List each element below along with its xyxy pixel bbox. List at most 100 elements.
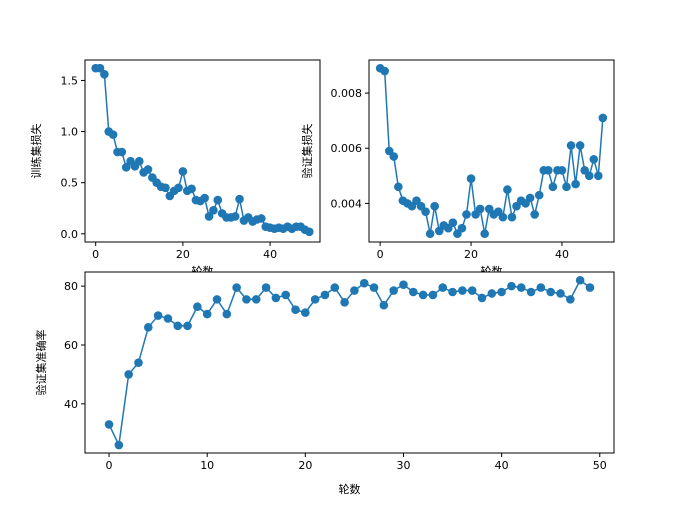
data-point [134, 156, 144, 166]
data-point [487, 289, 497, 298]
x-tick-label: 40 [495, 459, 509, 472]
data-point [117, 147, 127, 157]
data-point [257, 214, 266, 223]
data-point [430, 201, 439, 211]
y-tick-label: 0.5 [61, 177, 79, 190]
data-point [389, 286, 398, 295]
y-axis-label: 训练集损失 [29, 124, 43, 179]
data-point [114, 440, 124, 450]
data-point [183, 321, 192, 331]
data-point [173, 321, 183, 331]
data-point [516, 283, 526, 292]
data-point [178, 167, 188, 176]
axes-frame [84, 59, 321, 243]
data-point [380, 66, 389, 76]
data-point [585, 283, 595, 292]
data-point [589, 154, 599, 164]
y-tick-label: 0.004 [331, 197, 363, 210]
data-point [584, 171, 594, 181]
data-point [477, 293, 487, 303]
y-tick-label: 1.5 [61, 74, 79, 87]
data-point [536, 283, 546, 292]
data-point [193, 302, 202, 312]
data-point [281, 290, 291, 300]
y-tick-label: 0.0 [61, 228, 79, 241]
data-point [503, 185, 512, 194]
data-point [301, 308, 310, 317]
data-point [462, 210, 471, 219]
data-point [497, 287, 506, 297]
data-point [222, 309, 232, 319]
data-point [310, 295, 320, 304]
data-point [575, 141, 585, 150]
data-point [235, 194, 244, 204]
data-point [271, 293, 281, 303]
plot-area [85, 272, 614, 453]
data-point [153, 311, 163, 320]
data-point [161, 183, 170, 193]
data-point [305, 227, 314, 237]
data-point [507, 212, 517, 222]
axes-frame [368, 59, 615, 243]
data-point [534, 190, 544, 200]
data-point [571, 179, 580, 189]
data-point [394, 182, 403, 192]
y-axis-label: 验证集损失 [300, 124, 314, 179]
data-point [350, 286, 359, 295]
data-point [418, 290, 428, 300]
data-point [134, 358, 143, 367]
data-point [438, 283, 448, 292]
x-tick-label: 10 [200, 459, 214, 472]
data-point [575, 275, 585, 285]
chart-val-accuracy: 0 10 20 30 40 50 40 60 80 轮数 验证集准确率 [34, 271, 615, 496]
y-tick-label: 0.006 [331, 142, 363, 155]
data-point [448, 218, 458, 227]
data-point [530, 210, 539, 219]
data-point [174, 183, 183, 193]
data-point [507, 281, 516, 291]
data-point [467, 286, 477, 295]
x-tick-label: 0 [92, 248, 99, 261]
data-point [594, 171, 603, 181]
data-point [204, 212, 214, 221]
x-tick-label: 0 [106, 459, 113, 472]
data-point [209, 206, 218, 215]
x-tick-label: 30 [396, 459, 410, 472]
data-point [475, 204, 485, 214]
data-point [200, 193, 209, 203]
data-point [448, 287, 457, 297]
data-point [556, 289, 565, 298]
data-point [480, 229, 489, 239]
data-point [213, 195, 223, 205]
data-point [566, 141, 576, 150]
data-point [389, 152, 399, 161]
data-point [458, 286, 467, 295]
y-tick-label: 0.008 [331, 87, 363, 100]
data-point [242, 295, 251, 304]
data-point [100, 70, 109, 79]
data-point [95, 63, 105, 73]
data-point [369, 283, 379, 292]
data-point [163, 314, 173, 323]
data-point [202, 309, 212, 319]
data-point [340, 298, 349, 307]
x-tick-label: 40 [555, 248, 569, 261]
x-tick-label: 50 [593, 459, 607, 472]
data-point [557, 166, 567, 175]
data-point [379, 300, 389, 310]
data-point [566, 295, 575, 304]
data-point [526, 287, 536, 297]
data-point [104, 420, 114, 429]
data-point [261, 283, 271, 292]
y-tick-label: 40 [64, 398, 78, 411]
data-point [421, 207, 430, 216]
y-tick-label: 60 [64, 339, 78, 352]
data-point [232, 283, 241, 292]
data-point [466, 174, 476, 183]
x-tick-label: 20 [176, 248, 190, 261]
x-axis-label: 轮数 [339, 482, 361, 496]
x-tick-label: 20 [298, 459, 312, 472]
data-point [425, 229, 435, 239]
